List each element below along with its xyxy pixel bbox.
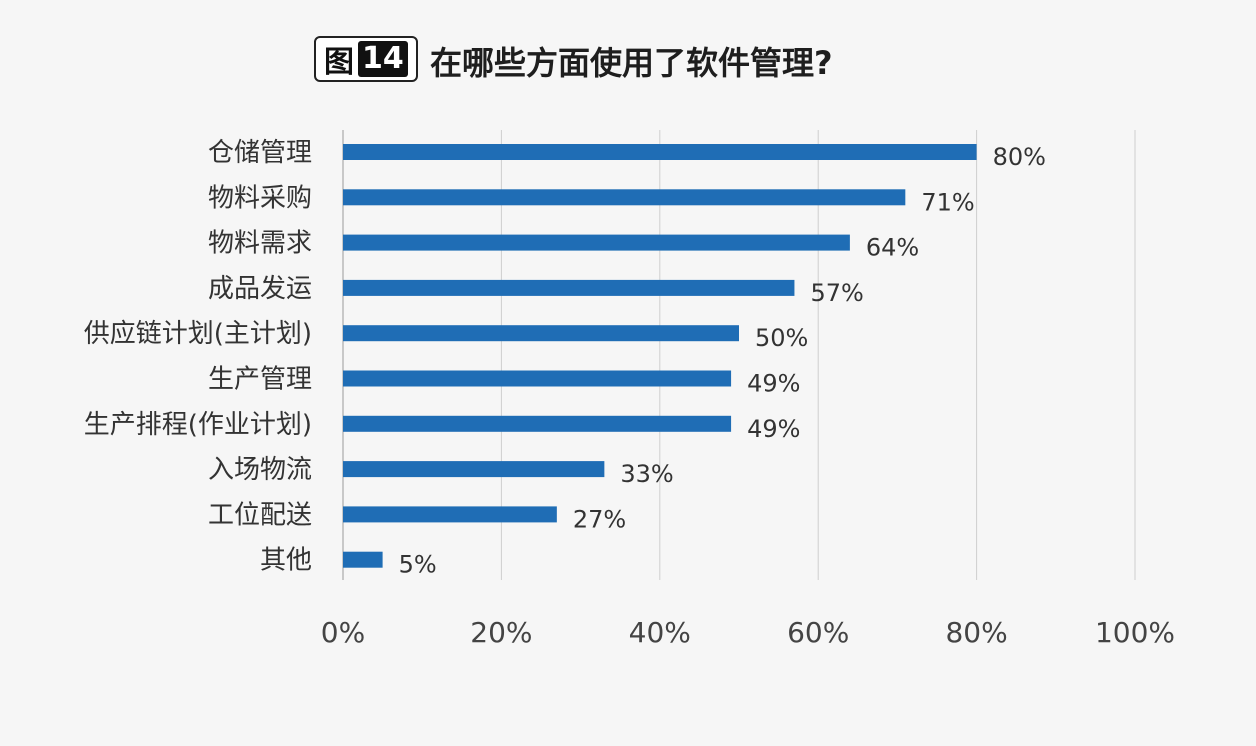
data-label: 49% [747, 370, 800, 398]
x-tick-label: 80% [945, 616, 1007, 649]
category-label: 物料采购 [208, 183, 312, 213]
data-label: 49% [747, 415, 800, 443]
bar [343, 370, 732, 387]
category-label: 仓储管理 [208, 138, 312, 168]
data-label: 64% [866, 234, 919, 262]
bar [343, 325, 739, 342]
category-label: 成品发运 [208, 274, 312, 304]
x-tick-label: 100% [1095, 616, 1175, 649]
x-tick-label: 0% [321, 616, 365, 649]
category-label: 其他 [260, 546, 312, 576]
figure-number: 14 [358, 41, 408, 77]
title-row: 图 14 在哪些方面使用了软件管理? [0, 30, 1256, 90]
bar [343, 461, 605, 478]
x-tick-label: 60% [787, 616, 849, 649]
category-label: 入场物流 [208, 455, 312, 485]
category-label: 工位配送 [208, 500, 312, 530]
x-tick-label: 40% [629, 616, 691, 649]
data-label: 27% [573, 505, 626, 533]
data-label: 80% [993, 143, 1046, 171]
bar [343, 506, 557, 523]
bar [343, 189, 906, 206]
bar [343, 551, 383, 568]
data-label: 57% [810, 279, 863, 307]
bar [343, 144, 977, 160]
bar [343, 279, 795, 296]
category-label: 供应链计划(主计划) [84, 319, 312, 349]
data-label: 5% [399, 551, 437, 579]
bar [343, 415, 732, 432]
chart-title: 在哪些方面使用了软件管理? [430, 44, 833, 82]
category-label: 生产管理 [208, 365, 312, 395]
bar [343, 234, 850, 251]
data-label: 50% [755, 324, 808, 352]
data-label: 33% [620, 460, 673, 488]
data-label: 71% [921, 188, 974, 216]
category-label: 物料需求 [208, 229, 312, 259]
figure-label: 图 [324, 45, 354, 80]
category-label: 生产排程(作业计划) [84, 410, 312, 440]
x-tick-label: 20% [470, 616, 532, 649]
figure-badge: 图 14 [314, 36, 418, 82]
